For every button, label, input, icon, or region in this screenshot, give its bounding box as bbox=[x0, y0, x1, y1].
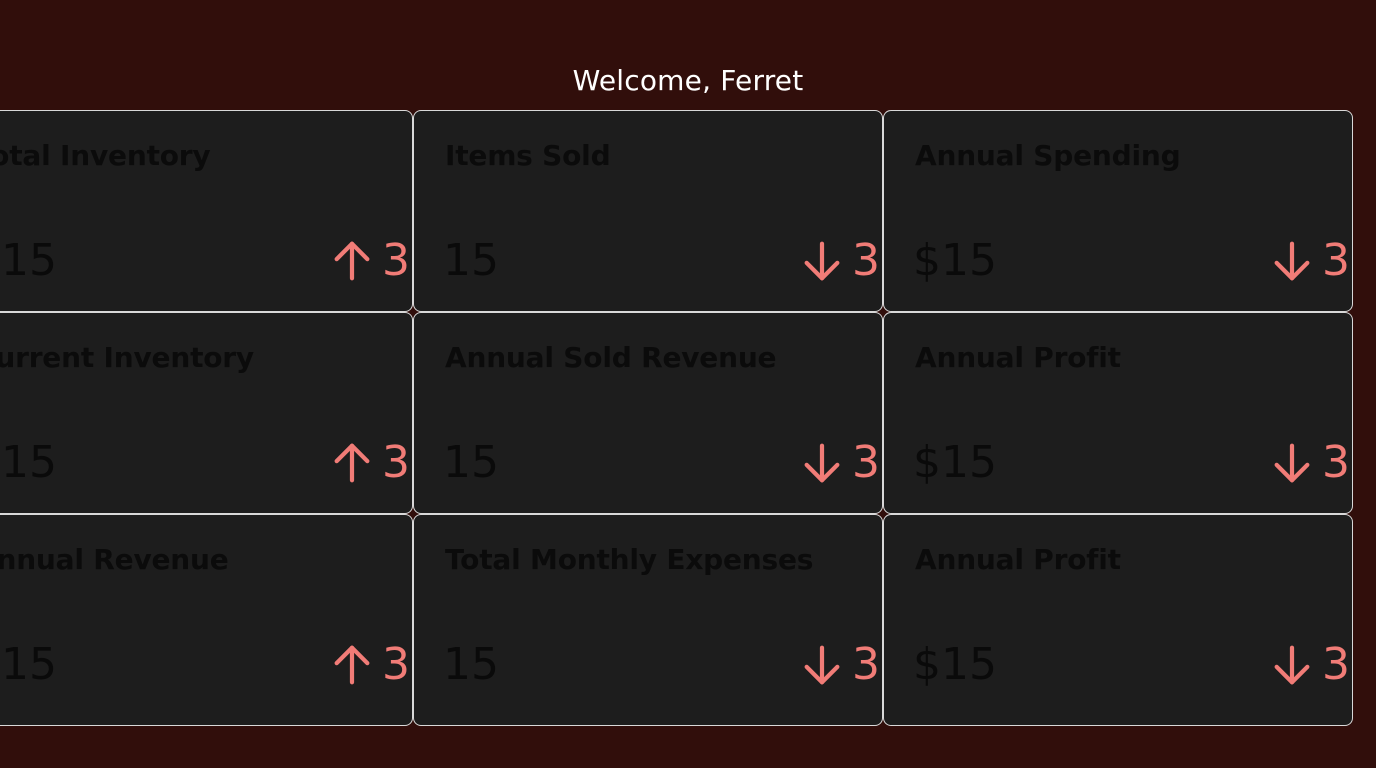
stat-card-annual-revenue[interactable]: Annual Revenue $15 30% bbox=[0, 514, 413, 726]
card-value: $15 bbox=[0, 235, 57, 286]
card-trend: 30% bbox=[329, 235, 412, 286]
stat-card-current-inventory[interactable]: Current Inventory $15 30% bbox=[0, 312, 413, 514]
card-title: Annual Profit bbox=[915, 543, 1121, 576]
stat-card-items-sold[interactable]: Items Sold 15 30% bbox=[413, 110, 883, 312]
card-title: Total Monthly Expenses bbox=[445, 543, 814, 576]
trend-percent: 30% bbox=[1322, 235, 1352, 286]
trend-percent: 30% bbox=[852, 639, 882, 690]
trend-percent: 30% bbox=[852, 437, 882, 488]
card-title: Current Inventory bbox=[0, 341, 254, 374]
arrow-down-icon bbox=[1269, 440, 1315, 486]
stat-card-annual-spending[interactable]: Annual Spending $15 30% bbox=[883, 110, 1353, 312]
stat-card-annual-profit-2[interactable]: Annual Profit $15 30% bbox=[883, 514, 1353, 726]
card-title: Items Sold bbox=[445, 139, 611, 172]
stat-card-total-inventory[interactable]: Total Inventory $15 30% bbox=[0, 110, 413, 312]
card-value: 15 bbox=[443, 235, 499, 286]
card-trend: 30% bbox=[1269, 639, 1352, 690]
stats-grid: Total Inventory $15 30% Items Sold 15 30… bbox=[0, 110, 1376, 726]
card-trend: 30% bbox=[1269, 437, 1352, 488]
card-value: $15 bbox=[913, 437, 997, 488]
card-trend: 30% bbox=[799, 235, 882, 286]
card-trend: 30% bbox=[329, 639, 412, 690]
card-value: $15 bbox=[913, 235, 997, 286]
arrow-down-icon bbox=[799, 238, 845, 284]
trend-percent: 30% bbox=[382, 235, 412, 286]
card-title: Annual Spending bbox=[915, 139, 1181, 172]
card-value: $15 bbox=[0, 639, 57, 690]
arrow-up-icon bbox=[329, 238, 375, 284]
trend-percent: 30% bbox=[852, 235, 882, 286]
card-title: Total Inventory bbox=[0, 139, 211, 172]
card-trend: 30% bbox=[1269, 235, 1352, 286]
card-trend: 30% bbox=[329, 437, 412, 488]
card-value: 15 bbox=[443, 437, 499, 488]
card-title: Annual Profit bbox=[915, 341, 1121, 374]
arrow-down-icon bbox=[799, 642, 845, 688]
card-value: $15 bbox=[913, 639, 997, 690]
arrow-up-icon bbox=[329, 642, 375, 688]
stat-card-annual-sold-revenue[interactable]: Annual Sold Revenue 15 30% bbox=[413, 312, 883, 514]
card-value: $15 bbox=[0, 437, 57, 488]
arrow-down-icon bbox=[799, 440, 845, 486]
trend-percent: 30% bbox=[1322, 639, 1352, 690]
trend-percent: 30% bbox=[382, 639, 412, 690]
arrow-down-icon bbox=[1269, 642, 1315, 688]
stat-card-total-monthly-expenses[interactable]: Total Monthly Expenses 15 30% bbox=[413, 514, 883, 726]
arrow-up-icon bbox=[329, 440, 375, 486]
card-trend: 30% bbox=[799, 639, 882, 690]
trend-percent: 30% bbox=[1322, 437, 1352, 488]
stat-card-annual-profit[interactable]: Annual Profit $15 30% bbox=[883, 312, 1353, 514]
card-title: Annual Revenue bbox=[0, 543, 229, 576]
card-title: Annual Sold Revenue bbox=[445, 341, 777, 374]
arrow-down-icon bbox=[1269, 238, 1315, 284]
card-value: 15 bbox=[443, 639, 499, 690]
card-trend: 30% bbox=[799, 437, 882, 488]
trend-percent: 30% bbox=[382, 437, 412, 488]
welcome-heading: Welcome, Ferret bbox=[572, 64, 804, 97]
